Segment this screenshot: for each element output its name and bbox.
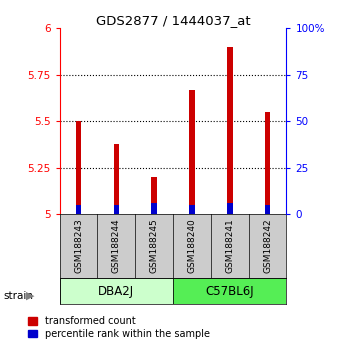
Bar bbox=[76, 121, 81, 214]
Bar bbox=[114, 143, 119, 214]
Bar bbox=[151, 203, 157, 214]
Text: GSM188244: GSM188244 bbox=[112, 219, 121, 273]
Text: GSM188240: GSM188240 bbox=[188, 219, 196, 273]
Text: C57BL6J: C57BL6J bbox=[205, 285, 254, 298]
Text: DBA2J: DBA2J bbox=[98, 285, 134, 298]
Bar bbox=[227, 203, 233, 214]
Text: GSM188245: GSM188245 bbox=[150, 219, 159, 273]
Bar bbox=[265, 112, 270, 214]
Bar bbox=[114, 205, 119, 214]
Title: GDS2877 / 1444037_at: GDS2877 / 1444037_at bbox=[96, 14, 250, 27]
Bar bbox=[265, 205, 270, 214]
Bar bbox=[151, 177, 157, 214]
Legend: transformed count, percentile rank within the sample: transformed count, percentile rank withi… bbox=[28, 316, 210, 339]
Text: GSM188243: GSM188243 bbox=[74, 219, 83, 273]
Text: ▶: ▶ bbox=[26, 291, 34, 301]
Bar bbox=[227, 47, 233, 214]
Bar bbox=[76, 205, 81, 214]
Bar bbox=[173, 278, 286, 304]
Text: GSM188242: GSM188242 bbox=[263, 219, 272, 273]
Text: strain: strain bbox=[3, 291, 33, 301]
Bar bbox=[189, 205, 195, 214]
Bar bbox=[189, 90, 195, 214]
Text: GSM188241: GSM188241 bbox=[225, 219, 234, 273]
Bar bbox=[60, 278, 173, 304]
